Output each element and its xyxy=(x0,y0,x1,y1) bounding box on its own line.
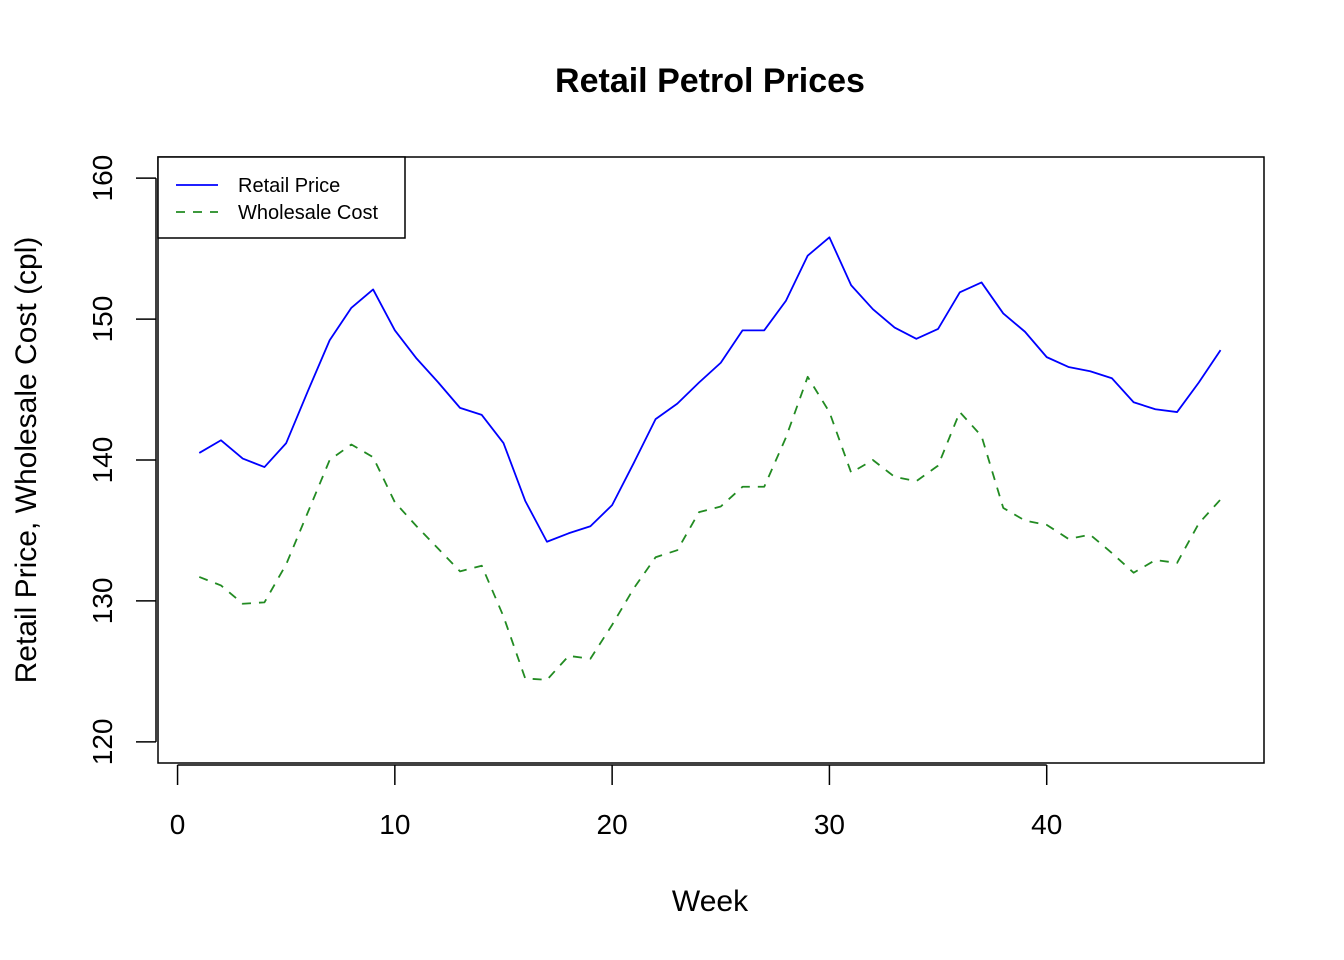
x-tick-label: 0 xyxy=(170,809,186,840)
series-layer xyxy=(198,236,1222,681)
y-tick-label: 130 xyxy=(87,578,118,625)
plot-frame xyxy=(157,156,1265,764)
legend-box xyxy=(157,156,406,239)
y-tick-label: 140 xyxy=(87,437,118,484)
chart-title: Retail Petrol Prices xyxy=(555,62,865,100)
x-tick-label: 20 xyxy=(597,809,628,840)
x-axis: 0 10 20 30 40 xyxy=(170,764,1062,840)
x-axis-label: Week xyxy=(672,885,749,918)
x-tick-label: 10 xyxy=(379,809,410,840)
series-line-wholesale-cost xyxy=(198,375,1222,681)
y-tick-label: 160 xyxy=(87,155,118,202)
y-tick-label: 120 xyxy=(87,719,118,766)
legend-label-retail-price: Retail Price xyxy=(238,175,340,197)
y-tick-label: 150 xyxy=(87,296,118,343)
y-axis-label: Retail Price, Wholesale Cost (cpl) xyxy=(10,237,43,684)
series-line-retail-price xyxy=(198,236,1222,543)
legend-label-wholesale-cost: Wholesale Cost xyxy=(238,202,379,224)
x-tick-label: 40 xyxy=(1031,809,1062,840)
legend: Retail Price Wholesale Cost xyxy=(157,156,406,239)
y-axis: 120 130 140 150 160 xyxy=(87,155,157,766)
x-tick-label: 30 xyxy=(814,809,845,840)
